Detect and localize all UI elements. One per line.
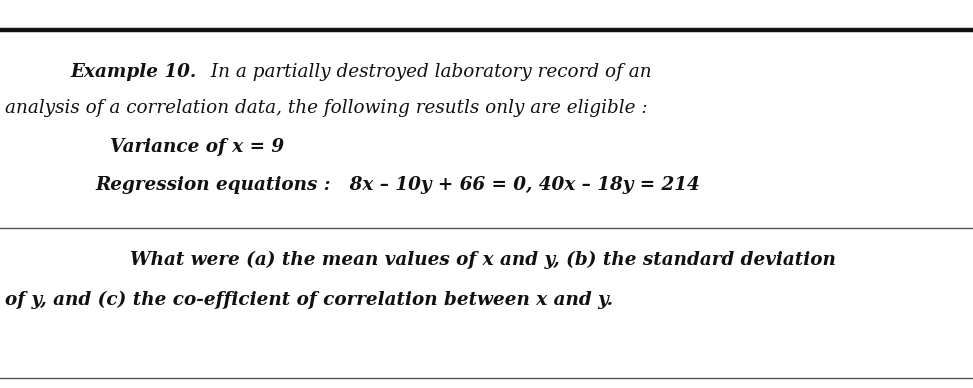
Text: Regression equations :   8x – 10y + 66 = 0, 40x – 18y = 214: Regression equations : 8x – 10y + 66 = 0… xyxy=(95,176,700,194)
Text: of y, and (c) the co-efficient of correlation between x and y.: of y, and (c) the co-efficient of correl… xyxy=(5,291,613,309)
Text: Variance of x = 9: Variance of x = 9 xyxy=(110,138,284,156)
Text: What were (a) the mean values of x and y, (b) the standard deviation: What were (a) the mean values of x and y… xyxy=(130,251,836,269)
Text: analysis of a correlation data, the following resutls only are eligible :: analysis of a correlation data, the foll… xyxy=(5,99,648,117)
Text: Example 10.: Example 10. xyxy=(70,63,197,81)
Text: In a partially destroyed laboratory record of an: In a partially destroyed laboratory reco… xyxy=(205,63,652,81)
